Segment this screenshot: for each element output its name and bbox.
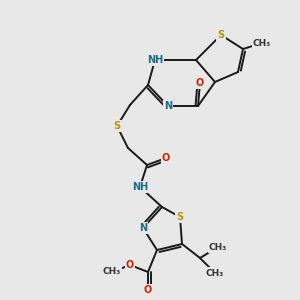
Text: CH₃: CH₃ <box>206 268 224 278</box>
Text: N: N <box>139 223 147 233</box>
Text: CH₃: CH₃ <box>209 242 227 251</box>
Text: O: O <box>196 78 204 88</box>
Text: CH₃: CH₃ <box>253 38 271 47</box>
Text: O: O <box>126 260 134 270</box>
Text: O: O <box>162 153 170 163</box>
Text: S: S <box>218 30 225 40</box>
Text: S: S <box>113 121 121 131</box>
Text: CH₃: CH₃ <box>103 268 121 277</box>
Text: NH: NH <box>147 55 163 65</box>
Text: O: O <box>144 285 152 295</box>
Text: N: N <box>164 101 172 111</box>
Text: NH: NH <box>132 182 148 192</box>
Text: S: S <box>176 212 184 222</box>
